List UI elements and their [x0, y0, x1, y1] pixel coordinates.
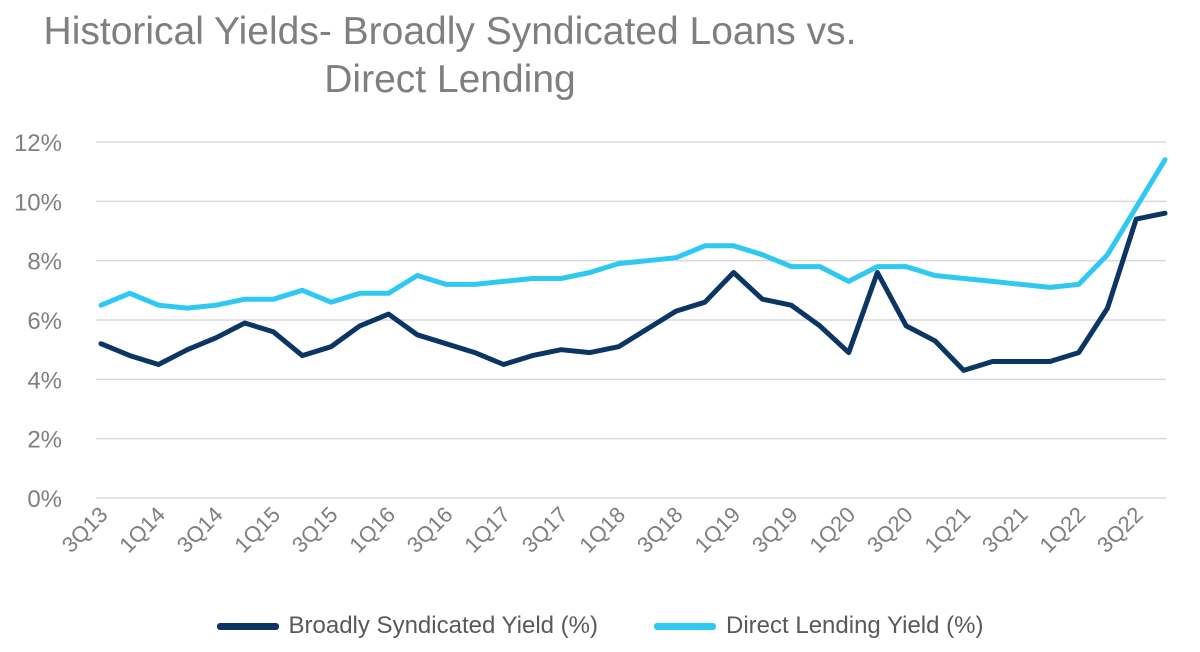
x-tick-label: 1Q15: [229, 502, 285, 558]
series-line-direct-lending: [98, 157, 1168, 311]
legend-item-broadly-syndicated: Broadly Syndicated Yield (%): [216, 612, 599, 640]
x-tick-label: 3Q15: [287, 502, 343, 558]
x-tick-label: 3Q14: [172, 502, 228, 558]
series-lines: [98, 157, 1168, 373]
y-tick-label: 0%: [27, 486, 62, 513]
x-tick-label: 3Q13: [57, 502, 113, 558]
chart-title-line-1: Historical Yields- Broadly Syndicated Lo…: [43, 10, 857, 53]
y-tick-label: 12%: [14, 130, 62, 157]
legend-item-direct-lending: Direct Lending Yield (%): [654, 612, 983, 640]
x-tick-label: 3Q20: [862, 502, 918, 558]
series-line-broadly-syndicated: [98, 210, 1168, 373]
x-axis-tick-labels: 3Q13 1Q14 3Q14 1Q15 3Q15 1Q16 3Q16 1Q17 3Q17 1Q18…: [57, 502, 1148, 558]
legend-label-direct-lending: Direct Lending Yield (%): [726, 612, 984, 639]
x-tick-label: 1Q20: [804, 502, 860, 558]
x-tick-label: 3Q18: [632, 502, 688, 558]
y-tick-label: 8%: [27, 249, 62, 276]
x-tick-label: 1Q22: [1035, 502, 1091, 558]
legend: Broadly Syndicated Yield (%) Direct Lend…: [0, 606, 1200, 646]
x-tick-label: 3Q21: [977, 502, 1033, 558]
y-tick-label: 6%: [27, 308, 62, 335]
x-tick-label: 1Q14: [114, 502, 170, 558]
x-tick-label: 1Q19: [689, 502, 745, 558]
legend-swatch-broadly-syndicated: [216, 622, 279, 630]
line-chart: 0%2%4%6%8%10%12% 3Q13 1Q14 3Q14 1Q15 3Q15 1Q1…: [14, 130, 1168, 558]
x-tick-label: 3Q22: [1092, 502, 1148, 558]
y-axis-tick-labels: 0% 2% 4% 6% 8% 10% 12%: [14, 130, 62, 513]
x-tick-label: 1Q17: [459, 502, 515, 558]
chart-title: Historical Yields- Broadly Syndicated Lo…: [0, 8, 900, 104]
x-tick-label: 3Q19: [747, 502, 803, 558]
y-tick-label: 4%: [27, 367, 62, 394]
y-tick-label: 2%: [27, 427, 62, 454]
legend-swatch-direct-lending: [654, 622, 717, 630]
x-tick-label: 1Q21: [919, 502, 975, 558]
x-tick-label: 3Q17: [517, 502, 573, 558]
x-tick-label: 1Q16: [344, 502, 400, 558]
x-tick-label: 1Q18: [574, 502, 630, 558]
x-tick-label: 3Q16: [402, 502, 458, 558]
legend-label-broadly-syndicated: Broadly Syndicated Yield (%): [288, 612, 599, 639]
chart-title-line-2: Direct Lending: [324, 58, 576, 101]
gridlines: [96, 141, 1166, 499]
y-tick-label: 10%: [14, 189, 62, 216]
